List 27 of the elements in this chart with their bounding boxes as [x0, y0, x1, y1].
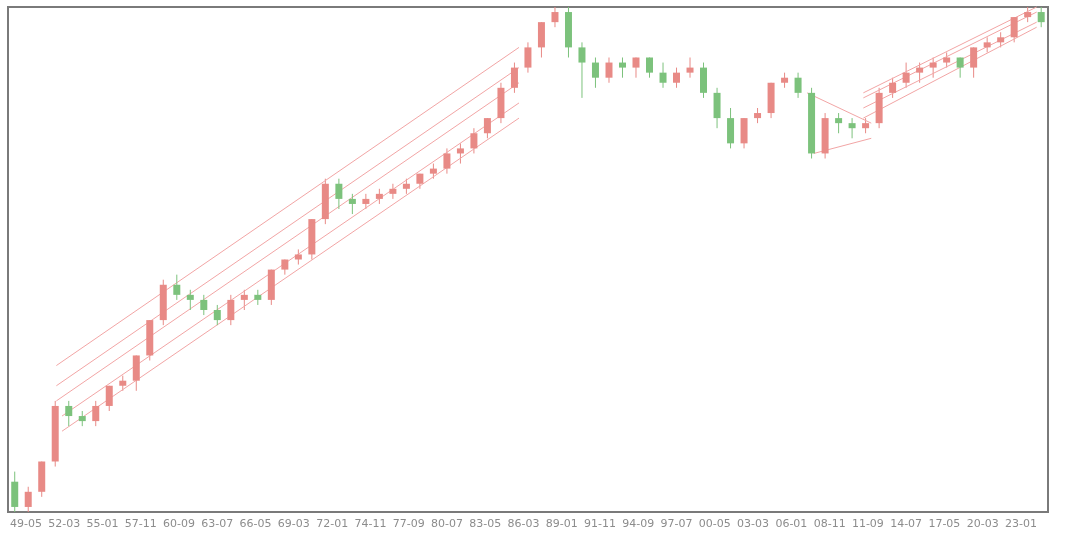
x-tick-label: 63-07	[201, 517, 234, 530]
x-tick-label: 49-05	[9, 517, 42, 530]
x-tick-label: 86-03	[507, 517, 540, 530]
x-tick-label: 72-01	[316, 517, 349, 530]
x-tick-label: 74-11	[354, 517, 387, 530]
x-tick-label: 52-03	[48, 517, 81, 530]
x-tick-label: 83-05	[469, 517, 502, 530]
x-tick-label: 77-09	[392, 517, 425, 530]
x-tick-label: 14-07	[890, 517, 923, 530]
x-tick-label: 08-11	[813, 517, 846, 530]
x-tick-label: 60-09	[163, 517, 196, 530]
x-tick-label: 03-03	[737, 517, 770, 530]
x-tick-label: 11-09	[851, 517, 884, 530]
x-tick-label: 55-01	[86, 517, 119, 530]
x-tick-label: 20-03	[966, 517, 999, 530]
x-tick-label: 80-07	[430, 517, 463, 530]
x-tick-label: 97-07	[660, 517, 693, 530]
x-tick-label: 94-09	[622, 517, 655, 530]
x-tick-label: 17-05	[928, 517, 961, 530]
x-tick-label: 89-01	[545, 517, 578, 530]
x-tick-label: 23-01	[1004, 517, 1037, 530]
x-tick-label: 69-03	[277, 517, 310, 530]
x-tick-label: 00-05	[698, 517, 731, 530]
x-tick-label: 91-11	[584, 517, 616, 530]
x-tick-label: 66-05	[239, 517, 272, 530]
x-tick-label: 57-11	[124, 517, 157, 530]
x-tick-label: 06-01	[775, 517, 808, 530]
